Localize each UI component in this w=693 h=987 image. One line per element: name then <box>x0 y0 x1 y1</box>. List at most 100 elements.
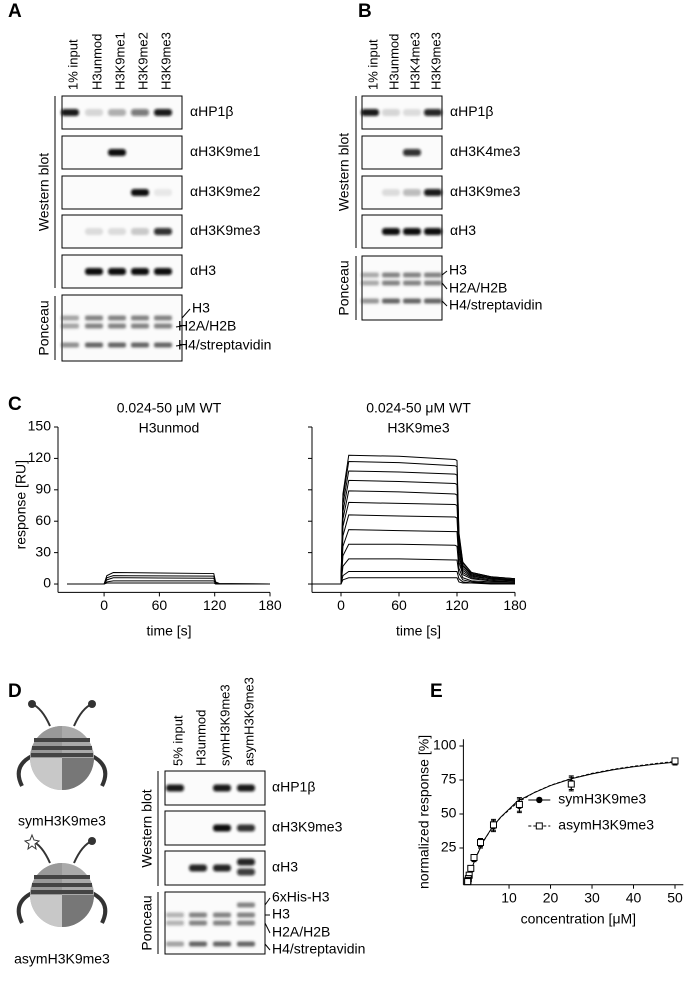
x-tick-label: 30 <box>584 889 600 905</box>
lane-label: H3unmod <box>89 34 104 90</box>
ponceau-band <box>213 920 231 926</box>
marker <box>567 780 575 788</box>
leader-line <box>264 897 271 906</box>
band <box>108 268 126 275</box>
x-axis-label: time [s] <box>146 623 191 639</box>
x-tick-label: 40 <box>626 889 642 905</box>
ponceau-band <box>424 272 442 278</box>
ponceau-band <box>361 280 379 286</box>
band <box>154 189 172 196</box>
x-axis-label: time [s] <box>396 623 441 639</box>
band <box>166 784 184 792</box>
band <box>424 189 442 196</box>
x-tick-label: 60 <box>391 597 407 613</box>
group-label: Ponceau <box>336 260 352 315</box>
ponceau-band <box>85 315 103 321</box>
band <box>213 824 231 832</box>
band <box>154 268 172 275</box>
ponceau-band <box>108 342 126 348</box>
sensorgram <box>312 529 516 585</box>
ponceau-band <box>61 323 79 329</box>
x-tick-label: 20 <box>543 889 559 905</box>
chart-subtitle: H3K9me3 <box>387 420 449 436</box>
leader-line <box>175 325 183 328</box>
x-axis-label: concentration [μM] <box>521 911 636 927</box>
band <box>403 149 421 156</box>
band <box>108 228 126 235</box>
lane-label: H3K9me3 <box>428 32 443 90</box>
x-tick-label: 180 <box>258 597 282 613</box>
chart-subtitle: H3unmod <box>139 420 200 436</box>
panel-label: B <box>358 1 372 22</box>
band <box>85 109 103 116</box>
ponceau-band <box>131 323 149 329</box>
ponceau-band <box>189 920 207 926</box>
band <box>403 189 421 196</box>
ponceau-band <box>213 912 231 918</box>
group-label: Ponceau <box>36 300 52 355</box>
band-label: H2A/H2B <box>178 318 236 334</box>
lane-label: asymH3K9me3 <box>241 677 256 766</box>
nucleosome-label: symH3K9me3 <box>18 813 106 829</box>
band <box>237 858 255 866</box>
lane-label: H3unmod <box>386 34 401 90</box>
band-label: H4/streptavidin <box>449 297 542 313</box>
sensorgram <box>312 577 515 585</box>
legend-label: symH3K9me3 <box>558 791 646 807</box>
group-label: Western blot <box>139 789 155 867</box>
panel-label: E <box>430 681 443 702</box>
ponceau-band <box>189 912 207 918</box>
leader-line <box>175 344 183 347</box>
band <box>237 868 255 876</box>
nucleosome-icon <box>16 833 108 927</box>
antibody-label: αH3K9me3 <box>190 222 261 238</box>
lane-label: H3unmod <box>193 710 208 766</box>
lane-label: 5% input <box>170 715 185 766</box>
band-label: H4/streptavidin <box>178 337 271 353</box>
lane-label: H3K9me3 <box>158 32 173 90</box>
ponceau-band <box>61 342 79 348</box>
y-axis-label: response [RU] <box>13 460 29 549</box>
marker <box>489 821 497 829</box>
antibody-label: αH3K9me2 <box>190 183 261 199</box>
sensorgram <box>67 582 270 585</box>
band <box>131 109 149 116</box>
x-tick-label: 50 <box>667 889 683 905</box>
y-tick-label: 0 <box>43 575 51 591</box>
lane-label: H3K4me3 <box>407 32 422 90</box>
ponceau-band <box>166 912 184 918</box>
x-tick-label: 120 <box>203 597 227 613</box>
band <box>61 109 79 116</box>
ponceau-band <box>403 280 421 286</box>
panel-label: C <box>8 394 22 415</box>
band <box>237 784 255 792</box>
ponceau-band <box>424 280 442 286</box>
band <box>154 228 172 235</box>
legend-marker <box>536 796 543 804</box>
marker <box>671 757 679 765</box>
ponceau-band <box>382 298 400 304</box>
ponceau-band <box>237 902 255 908</box>
ponceau-band <box>237 920 255 926</box>
leader-line <box>264 943 271 951</box>
lane-label: 1% input <box>365 39 380 90</box>
ponceau-strip <box>361 255 443 321</box>
y-tick-label: 90 <box>35 481 51 497</box>
ponceau-band <box>382 272 400 278</box>
band <box>424 228 442 235</box>
antibody-label: αH3K9me1 <box>190 143 261 159</box>
x-tick-label: 0 <box>100 597 108 613</box>
band <box>213 864 231 872</box>
band <box>131 268 149 275</box>
group-label: Western blot <box>36 153 52 231</box>
marker <box>470 854 478 862</box>
band <box>403 228 421 235</box>
band <box>85 228 103 235</box>
ponceau-band <box>189 941 207 947</box>
band <box>108 149 126 156</box>
band <box>85 268 103 275</box>
y-tick-label: 75 <box>441 771 457 787</box>
leader-line <box>441 282 448 290</box>
y-tick-label: 150 <box>28 418 52 434</box>
